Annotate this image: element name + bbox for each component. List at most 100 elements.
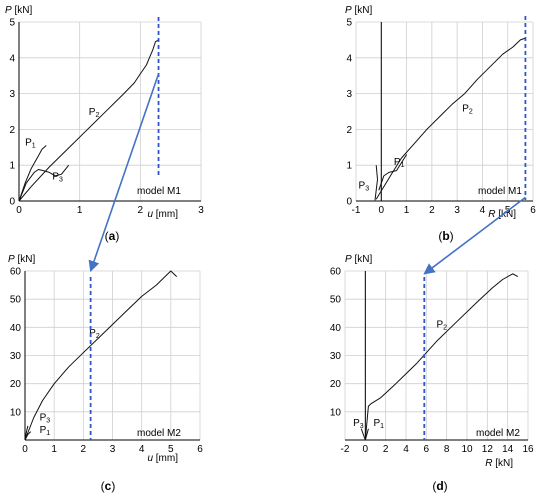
caption-letter: a bbox=[109, 229, 116, 243]
x-tick-label: 5 bbox=[168, 444, 174, 455]
x-tick-label: 0 bbox=[379, 205, 385, 216]
series-line-p2 bbox=[375, 37, 526, 200]
x-axis-label: u [mm] bbox=[147, 453, 178, 464]
x-tick-label: 1 bbox=[77, 205, 83, 216]
y-tick-label: 2 bbox=[346, 125, 352, 136]
connector-arrow bbox=[88, 73, 160, 273]
x-axis-unit: [kN] bbox=[492, 458, 513, 469]
x-tick-label: 1 bbox=[404, 205, 410, 216]
series-line-p2 bbox=[24, 270, 178, 441]
series-line-p3 bbox=[360, 428, 366, 441]
curve-label: P3 bbox=[353, 418, 364, 430]
curve-label-sub: 2 bbox=[95, 112, 99, 119]
x-tick-label: 2 bbox=[138, 205, 144, 216]
y-tick-label: 3 bbox=[346, 89, 352, 100]
y-tick-label: 1 bbox=[9, 161, 15, 172]
caption-close: ) bbox=[115, 229, 119, 243]
curve-label: P2 bbox=[462, 104, 473, 116]
x-tick-label: 4 bbox=[139, 444, 145, 455]
x-axis-unit: [kN] bbox=[495, 209, 516, 220]
curve-label-main: P bbox=[52, 172, 59, 183]
curve-label-main: P bbox=[40, 412, 47, 423]
curve-label-sub: 1 bbox=[401, 162, 405, 169]
panel-caption: (c) bbox=[101, 479, 116, 493]
x-tick-label: 0 bbox=[22, 444, 28, 455]
y-tick-label: 0 bbox=[9, 197, 15, 208]
curve-label: P3 bbox=[40, 412, 51, 424]
series-line-p3 bbox=[24, 431, 32, 441]
x-tick-label: 4 bbox=[480, 205, 486, 216]
x-tick-label: 2 bbox=[383, 444, 389, 455]
x-axis-symbol: u bbox=[147, 209, 153, 220]
x-tick-label: 16 bbox=[522, 444, 534, 455]
x-tick-label: 3 bbox=[198, 205, 204, 216]
series-line-p2 bbox=[18, 39, 159, 202]
x-tick-label: 10 bbox=[461, 444, 473, 455]
caption-letter: b bbox=[442, 229, 449, 243]
series-line-p1 bbox=[18, 145, 47, 202]
x-tick-label: 14 bbox=[502, 444, 514, 455]
curve-label-main: P bbox=[373, 418, 380, 429]
x-tick-label: -1 bbox=[352, 205, 361, 216]
y-tick-label: 60 bbox=[10, 267, 22, 278]
y-tick-label: 60 bbox=[330, 267, 342, 278]
y-tick-label: 10 bbox=[10, 407, 22, 418]
x-tick-label: 0 bbox=[363, 444, 369, 455]
caption-open: ( bbox=[101, 479, 105, 493]
series-line-p1 bbox=[364, 428, 369, 441]
model-label: model M2 bbox=[476, 428, 520, 439]
curve-label-sub: 1 bbox=[46, 430, 50, 437]
y-axis-unit: [kN] bbox=[12, 5, 33, 16]
y-tick-label: 40 bbox=[10, 323, 22, 334]
y-axis-symbol: P bbox=[345, 5, 352, 16]
curve-label-main: P bbox=[89, 107, 96, 118]
curve-label-main: P bbox=[89, 328, 96, 339]
x-axis-symbol: R bbox=[488, 209, 495, 220]
curve-label: P2 bbox=[89, 328, 100, 340]
y-axis-symbol: P bbox=[345, 254, 352, 265]
y-axis-label: P [kN] bbox=[345, 5, 372, 16]
caption-open: ( bbox=[438, 229, 442, 243]
y-tick-label: 40 bbox=[330, 323, 342, 334]
x-tick-label: 1 bbox=[51, 444, 57, 455]
curve-label-sub: 3 bbox=[59, 177, 63, 184]
x-tick-label: -2 bbox=[341, 444, 350, 455]
curve-label-sub: 2 bbox=[469, 109, 473, 116]
x-axis-label: R [kN] bbox=[485, 458, 513, 469]
caption-close: ) bbox=[111, 479, 115, 493]
x-axis-unit: [mm] bbox=[153, 209, 178, 220]
y-axis-unit: [kN] bbox=[15, 254, 36, 265]
y-axis-label: P [kN] bbox=[8, 254, 35, 265]
x-tick-label: 0 bbox=[16, 205, 22, 216]
model-label: model M1 bbox=[137, 186, 181, 197]
x-tick-label: 3 bbox=[110, 444, 116, 455]
y-tick-label: 5 bbox=[9, 18, 15, 29]
curve-label-sub: 3 bbox=[365, 185, 369, 192]
x-tick-label: 2 bbox=[81, 444, 87, 455]
x-tick-label: 12 bbox=[482, 444, 494, 455]
curve-label-sub: 3 bbox=[360, 423, 364, 430]
model-label: model M1 bbox=[478, 186, 522, 197]
y-tick-label: 50 bbox=[10, 295, 22, 306]
series-line-p3 bbox=[18, 164, 70, 202]
connector-arrow bbox=[423, 196, 526, 275]
y-axis-label: P [kN] bbox=[345, 254, 372, 265]
arrows-layer bbox=[88, 73, 526, 275]
model-label: model M2 bbox=[137, 428, 181, 439]
x-tick-label: 6 bbox=[424, 444, 430, 455]
x-tick-label: 2 bbox=[429, 205, 435, 216]
series-line-p1 bbox=[24, 425, 29, 441]
caption-close: ) bbox=[444, 479, 448, 493]
series-line-p2 bbox=[364, 273, 519, 441]
y-tick-label: 0 bbox=[346, 197, 352, 208]
y-tick-label: 3 bbox=[9, 89, 15, 100]
x-tick-label: 6 bbox=[197, 444, 203, 455]
y-tick-label: 1 bbox=[346, 161, 352, 172]
panel-caption: (d) bbox=[432, 479, 447, 493]
curve-label-sub: 2 bbox=[443, 324, 447, 331]
x-axis-label: R [kN] bbox=[488, 209, 516, 220]
x-tick-label: 3 bbox=[454, 205, 460, 216]
